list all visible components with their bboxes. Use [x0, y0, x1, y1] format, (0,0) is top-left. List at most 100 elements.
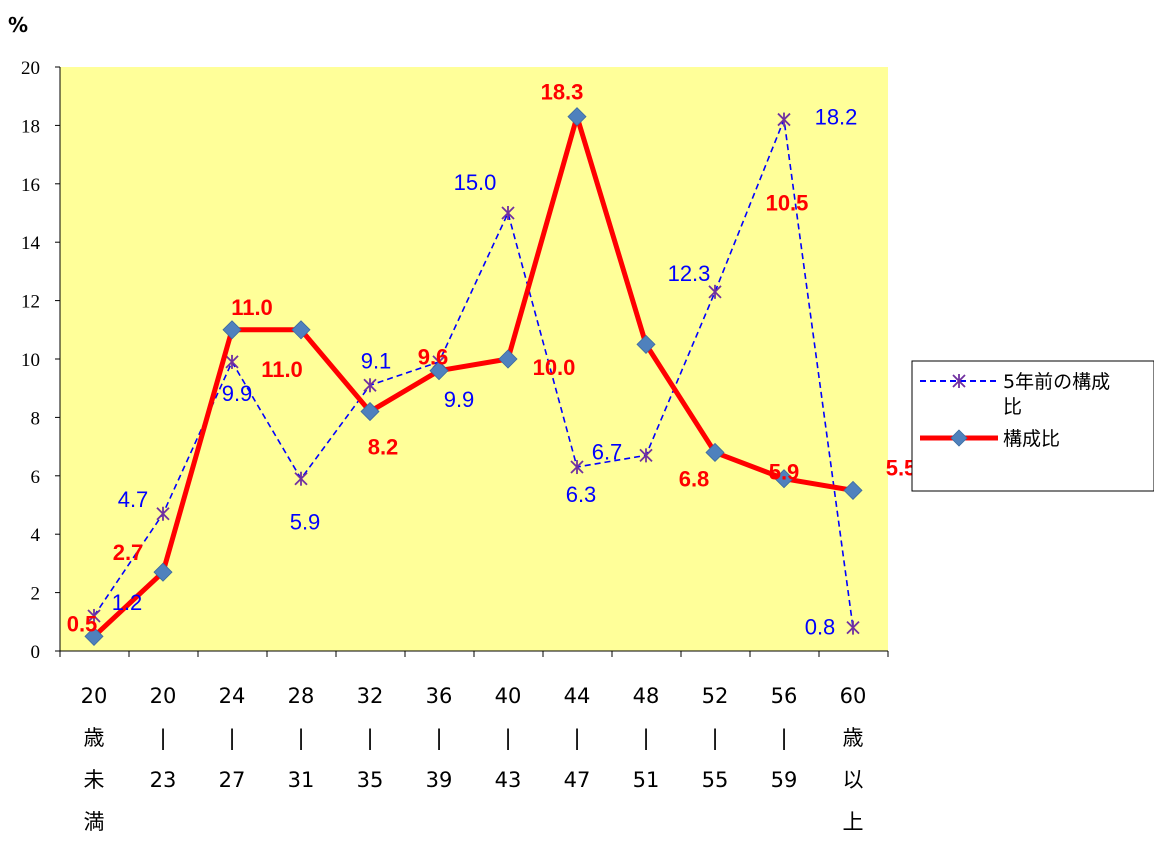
- series-previous-point: [87, 608, 101, 623]
- series-previous-point: [570, 460, 584, 475]
- series-current-point: [567, 107, 587, 127]
- series-current-data-label: 5.9: [769, 460, 800, 485]
- x-category-label: |: [711, 726, 718, 751]
- x-category-label: 23: [150, 768, 177, 792]
- series-current-data-label: 11.0: [231, 295, 273, 320]
- series-previous-data-label: 9.1: [361, 348, 392, 373]
- x-category-label: |: [504, 726, 511, 751]
- x-category-label: 31: [288, 768, 315, 792]
- x-category-label: 上: [843, 810, 864, 834]
- series-current: [84, 107, 863, 646]
- x-category-label: 51: [633, 768, 660, 792]
- series-current-point: [360, 401, 380, 422]
- y-tick-label: 18: [21, 116, 40, 137]
- x-category-label: 40: [495, 684, 522, 708]
- series-previous-data-label: 4.7: [118, 487, 149, 512]
- series-previous-data-label: 15.0: [454, 170, 497, 195]
- x-category-label: 52: [702, 684, 729, 708]
- x-category-label: 20: [150, 684, 177, 708]
- series-previous-point: [294, 471, 308, 486]
- legend-label-previous-wrap: 比: [1003, 396, 1022, 418]
- series-previous-point: [846, 620, 860, 635]
- legend: 5年前の構成 比 構成比: [911, 360, 1155, 492]
- series-previous-point: [777, 112, 791, 127]
- x-category-label: 未: [84, 768, 105, 792]
- series-current-line: [92, 114, 854, 639]
- series-current-point: [498, 349, 518, 369]
- series-previous-data-label: 12.3: [668, 261, 711, 286]
- series-current-point: [222, 320, 242, 340]
- x-category-label: 24: [219, 684, 246, 708]
- series-current-data-label: 10.0: [533, 355, 576, 380]
- legend-box: [911, 360, 1155, 492]
- y-tick-label: 12: [21, 292, 40, 313]
- x-category-label: 28: [288, 684, 315, 708]
- y-tick-label: 16: [21, 175, 40, 196]
- legend-marker-current: [950, 429, 968, 447]
- y-tick-label: 6: [31, 467, 41, 488]
- series-current-point: [153, 562, 173, 582]
- series-previous-point: [639, 448, 653, 463]
- x-category-label: |: [228, 726, 235, 751]
- series-previous-point: [156, 506, 170, 521]
- x-category-label: 35: [357, 768, 384, 792]
- series-previous-point: [708, 284, 722, 299]
- series-current-data-label: 2.7: [113, 540, 144, 565]
- series-current-point: [705, 442, 725, 463]
- x-category-label: |: [573, 726, 580, 751]
- plot-area: [60, 67, 888, 651]
- series-current-point: [291, 320, 311, 340]
- series-current-data-label: 11.0: [261, 357, 303, 382]
- x-category-label: 32: [357, 684, 384, 708]
- series-current-data-label: 6.8: [679, 466, 710, 491]
- series-previous-data-label: 9.9: [444, 387, 475, 412]
- series-previous-point: [225, 354, 239, 369]
- series-previous: [87, 112, 860, 635]
- data-labels: 1.2 4.7 9.9 5.9 9.1 9.9 15.0 6.3 6.7 12.3 18.2 0.8 0…: [67, 80, 917, 640]
- series-previous-data-label: 1.2: [112, 590, 143, 615]
- x-category-label: 以: [843, 768, 864, 792]
- x-category-label: 48: [633, 684, 660, 708]
- x-category-label: |: [159, 726, 166, 751]
- series-previous-data-label: 6.3: [566, 482, 597, 507]
- x-category-label: 59: [771, 768, 798, 792]
- x-category-label: 20: [81, 684, 108, 708]
- legend-label-previous: 5年前の構成: [1003, 371, 1110, 393]
- x-category-label: 47: [564, 768, 591, 792]
- x-category-label: 44: [564, 684, 591, 708]
- x-category-label: 27: [219, 768, 246, 792]
- y-tick-label: 2: [31, 584, 41, 605]
- y-tick-label: 20: [21, 58, 40, 79]
- y-axis: 0 2 4 6 8 10 12 14 16 18 20: [21, 58, 61, 663]
- x-category-label: 歳: [843, 726, 864, 750]
- series-previous-point: [501, 206, 515, 220]
- x-category-label: |: [435, 726, 442, 751]
- x-category-label: |: [297, 726, 304, 751]
- x-category-label: |: [366, 726, 373, 751]
- y-tick-label: 8: [31, 408, 41, 429]
- legend-marker-previous: [952, 374, 966, 388]
- series-current-point: [84, 626, 104, 646]
- x-category-label: 60: [840, 684, 867, 708]
- series-current-data-label: 0.5: [67, 611, 98, 636]
- series-current-point: [774, 469, 794, 489]
- x-category-label: 55: [702, 768, 729, 792]
- x-category-label: |: [780, 726, 787, 751]
- x-category-label: 56: [771, 684, 798, 708]
- series-current-data-label: 8.2: [368, 435, 399, 460]
- x-category-label: |: [642, 726, 649, 751]
- x-axis: 20 歳未満 20 | 23 24 | 27 28 | 31 32 | 35 36 | 39 40 | 43 44 | 47…: [59, 650, 889, 834]
- series-previous-data-label: 9.9: [222, 381, 253, 406]
- series-previous-point: [363, 378, 377, 393]
- y-tick-label: 0: [31, 642, 41, 663]
- series-current-data-label: 9.6: [418, 345, 449, 370]
- series-previous-data-label: 5.9: [290, 510, 321, 535]
- series-current-point: [843, 480, 863, 500]
- y-tick-label: 4: [31, 525, 41, 546]
- series-previous-data-label: 0.8: [805, 615, 836, 640]
- y-axis-unit-label: %: [8, 13, 28, 37]
- series-previous-data-label: 18.2: [815, 105, 858, 130]
- series-current-data-label: 10.5: [766, 190, 809, 215]
- x-category-label: 39: [426, 768, 453, 792]
